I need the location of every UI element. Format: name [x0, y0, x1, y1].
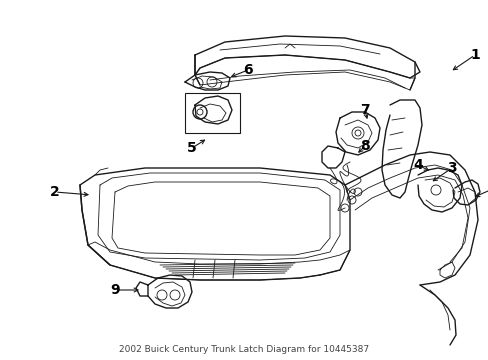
Text: 1: 1 — [469, 48, 479, 62]
Bar — [184, 93, 240, 133]
Text: 9: 9 — [110, 283, 120, 297]
Text: 8: 8 — [359, 139, 369, 153]
Text: 5: 5 — [187, 141, 197, 155]
Text: 7: 7 — [360, 103, 369, 117]
Text: 10: 10 — [485, 181, 488, 194]
Text: 6: 6 — [243, 63, 252, 77]
Text: 4: 4 — [412, 158, 422, 172]
Text: 3: 3 — [446, 161, 456, 175]
Text: 2: 2 — [50, 185, 60, 199]
Text: 2002 Buick Century Trunk Latch Diagram for 10445387: 2002 Buick Century Trunk Latch Diagram f… — [119, 346, 368, 355]
